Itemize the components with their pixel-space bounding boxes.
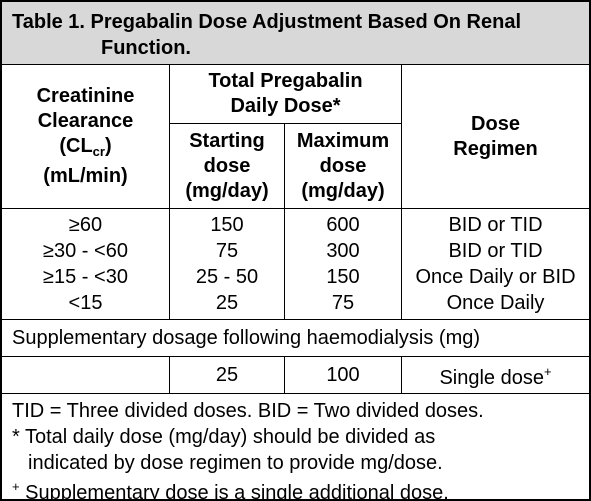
cell-text: BID or TID [448,240,543,262]
cell: Single dose+ [402,357,589,394]
footnote-text: Total daily dose (mg/day) should be divi… [25,426,436,448]
superscript: + [543,364,552,379]
header-text: (CL [59,135,93,157]
cell-text: ≥30 - <60 [43,240,128,262]
header-text: (CLcr) [59,134,111,164]
cell-text: 75 [215,240,239,262]
cell-text: Single dose [439,367,544,389]
section-label: Supplementary dosage following haemodial… [12,327,481,349]
data-column: 150 75 25 - 50 25 [170,209,285,320]
footnote-mark: + [12,479,20,494]
cell-text: Single dose+ [439,359,551,391]
header-cell: Total Pregabalin Daily Dose* [170,65,402,124]
header-text: Dose [471,112,520,135]
subscript: cr [92,144,105,159]
header-text: Creatinine [36,85,135,107]
footnote: TID = Three divided doses. BID = Two div… [12,400,484,422]
header-text: Regimen [453,137,538,160]
header-text: (mL/min) [43,165,128,187]
footnote: indicated by dose regimen to provide mg/… [28,452,443,474]
cell: 100 [285,357,402,394]
header-cell: Starting dose (mg/day) [170,124,285,209]
empty-cell [2,357,170,394]
cell-text: 300 [326,240,360,262]
cell-text: ≥60 [68,214,103,236]
data-column: ≥60 ≥30 - <60 ≥15 - <30 <15 [2,209,170,320]
header-cell: Dose Regimen [402,65,589,209]
cell-text: 25 [215,292,239,314]
header-text: (mg/day) [185,179,269,202]
cell-text: ≥15 - <30 [43,266,128,288]
cell-text: 100 [326,363,360,386]
data-column: 600 300 150 75 [285,209,402,320]
header-text: Total Pregabalin Daily Dose* [208,70,363,117]
data-column: BID or TID BID or TID Once Daily or BID Onc… [402,209,589,320]
footnote: + Supplementary dose is a single additio… [12,474,449,501]
cell-text: 25 - 50 [195,266,259,288]
cell-text: Once Daily or BID [415,266,576,288]
footnote-mark: * [12,426,20,448]
header-text: Starting [189,129,265,152]
cell: 25 [170,357,285,394]
header-text: ) [104,135,112,157]
header-cell: Creatinine Clearance (CLcr) (mL/min) [2,65,170,209]
cell-text: 600 [326,214,360,236]
cell-text: <15 [68,292,103,314]
footnote-text: Supplementary dose is a single additiona… [25,482,449,501]
header-text: Maximum [296,129,390,152]
section-cell: Supplementary dosage following haemodial… [2,320,589,357]
header-text: (mg/day) [301,179,385,202]
cell-text: 75 [331,292,355,314]
header-text: dose [319,154,367,177]
cell-text: 150 [326,266,360,288]
header-cell: Maximum dose (mg/day) [285,124,402,209]
cell-text: 150 [210,214,244,236]
table-title: Table 1. Pregabalin Dose Adjustment Base… [12,10,522,59]
footnote: * Total daily dose (mg/day) should be di… [12,424,435,450]
cell-text: 25 [215,363,239,386]
title-cell: Table 1. Pregabalin Dose Adjustment Base… [2,2,589,65]
header-text: Clearance [37,110,134,132]
cell-text: BID or TID [448,214,543,236]
cell-text: Once Daily [446,292,545,314]
header-text: dose [203,154,251,177]
